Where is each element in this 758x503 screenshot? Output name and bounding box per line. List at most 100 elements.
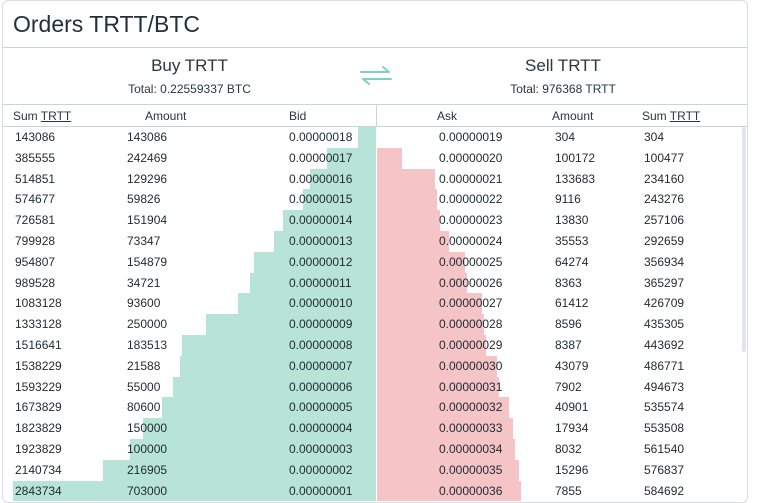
buy-sum-cell: 385555 [15, 150, 56, 165]
buy-sum-cell: 1923829 [15, 442, 62, 456]
sell-sum-header[interactable]: Sum TRTT [642, 109, 700, 123]
bid-price-cell: 0.00000015 [289, 192, 353, 207]
order-row[interactable]: 2843734 703000 0.00000001 0.00000036 7855 584… [3, 480, 747, 502]
order-row[interactable]: 726581 151904 0.00000014 0.00000023 13830 257… [3, 210, 747, 231]
sell-sum-cell: 243276 [644, 192, 685, 207]
buy-total: Total: 0.22559337 BTC [128, 82, 251, 96]
buy-depth-bar [358, 127, 376, 148]
sell-sum-cell: 365297 [644, 275, 685, 290]
sell-amount-cell: 61412 [555, 296, 589, 311]
sell-amount-cell: 17934 [555, 421, 589, 436]
ask-price-cell: 0.00000020 [439, 150, 503, 165]
buy-sum-cell: 514851 [15, 171, 56, 186]
buy-depth-bar [182, 335, 376, 356]
order-row[interactable]: 1673829 80600 0.00000005 0.00000032 40901 535… [3, 397, 747, 419]
buy-depth-bar [13, 480, 376, 502]
buy-sum-unit-link[interactable]: TRTT [40, 109, 72, 123]
ask-price-cell: 0.00000021 [439, 171, 503, 186]
sell-depth-bar [377, 376, 499, 398]
buy-sum-cell: 1333128 [15, 317, 62, 332]
buy-depth-bar [310, 168, 376, 190]
order-row[interactable]: 1538229 21588 0.00000007 0.00000030 43079 486… [3, 355, 747, 377]
sell-sum-cell: 257106 [644, 213, 685, 228]
order-row[interactable]: 1516641 183513 0.00000008 0.00000029 8387 443… [3, 335, 747, 356]
buy-depth-bar [327, 147, 376, 169]
ask-price-cell: 0.00000035 [439, 462, 503, 477]
ask-price-cell: 0.00000028 [439, 317, 503, 332]
sell-depth-bar [377, 335, 486, 356]
bid-price-cell: 0.00000008 [289, 338, 353, 352]
buy-amount-cell: 59826 [127, 192, 161, 207]
buy-depth-bar [162, 397, 376, 419]
sell-sum-cell: 561540 [644, 442, 685, 456]
column-divider [376, 104, 377, 127]
order-row[interactable]: 1333128 250000 0.00000009 0.00000028 8596 435… [3, 314, 747, 335]
buy-sum-cell: 1538229 [15, 358, 62, 373]
ask-price-cell: 0.00000022 [439, 192, 503, 207]
sell-depth-bar [377, 147, 402, 169]
buy-sum-cell: 574677 [15, 192, 56, 207]
buy-amount-cell: 129296 [127, 171, 168, 186]
bid-price-cell: 0.00000011 [289, 275, 352, 290]
buy-amount-cell: 216905 [127, 462, 168, 477]
order-row[interactable]: 514851 129296 0.00000016 0.00000021 133683 23… [3, 168, 747, 190]
order-row[interactable]: 954807 154879 0.00000012 0.00000025 64274 356… [3, 251, 747, 273]
sell-sum-cell: 356934 [644, 254, 685, 269]
order-row[interactable]: 385555 242469 0.00000017 0.00000020 100172 10… [3, 147, 747, 169]
buy-amount-cell: 93600 [127, 296, 161, 311]
buy-depth-bar [250, 272, 376, 294]
ask-price-cell: 0.00000026 [439, 275, 503, 290]
bid-price-cell: 0.00000013 [289, 234, 353, 248]
sell-amount-cell: 8387 [555, 338, 582, 352]
sell-depth-bar [377, 397, 509, 419]
buy-amount-cell: 151904 [127, 213, 168, 228]
buy-sum-cell: 1593229 [15, 379, 62, 394]
bid-price-cell: 0.00000010 [289, 296, 353, 311]
order-row[interactable]: 143086 143086 0.00000018 0.00000019 304 304 [3, 127, 747, 148]
title-bar: Orders TRTT/BTC [3, 1, 747, 48]
order-row[interactable]: 989528 34721 0.00000011 0.00000026 8363 36529… [3, 272, 747, 294]
ask-price-cell: 0.00000025 [439, 254, 503, 269]
buy-sum-cell: 1516641 [15, 338, 62, 352]
sell-depth-bar [377, 314, 484, 335]
buy-amount-cell: 154879 [127, 254, 168, 269]
order-row[interactable]: 1823829 150000 0.00000004 0.00000033 17934 55… [3, 418, 747, 439]
sell-sum-cell: 584692 [644, 483, 685, 498]
order-row[interactable]: 2140734 216905 0.00000002 0.00000035 15296 57… [3, 459, 747, 481]
sell-amount-cell: 7902 [555, 379, 582, 394]
sell-depth-bar [377, 293, 482, 315]
sell-sum-cell: 486771 [644, 358, 685, 373]
sell-sum-cell: 494673 [644, 379, 685, 394]
bid-price-cell: 0.00000014 [289, 213, 353, 228]
swap-arrows-icon[interactable] [358, 65, 394, 85]
buy-amount-cell: 143086 [127, 130, 168, 144]
order-row[interactable]: 1593229 55000 0.00000006 0.00000031 7902 4946… [3, 376, 747, 398]
sell-depth-bar [377, 231, 449, 252]
sell-amount-cell: 9116 [555, 192, 581, 207]
sell-depth-bar [377, 439, 515, 460]
sell-depth-bar [377, 459, 519, 481]
sell-amount-header: Amount [552, 109, 594, 123]
buy-sum-cell: 2843734 [15, 483, 62, 498]
buy-sum-cell: 143086 [15, 130, 56, 144]
bid-price-cell: 0.00000017 [289, 150, 353, 165]
bid-price-cell: 0.00000007 [289, 358, 353, 373]
buy-amount-cell: 183513 [127, 338, 168, 352]
buy-depth-bar [206, 314, 376, 335]
ask-price-cell: 0.00000032 [439, 400, 503, 415]
order-row[interactable]: 1083128 93600 0.00000010 0.00000027 61412 426… [3, 293, 747, 315]
order-row[interactable]: 799928 73347 0.00000013 0.00000024 35553 2926… [3, 231, 747, 252]
buy-depth-bar [254, 251, 376, 273]
ask-price-cell: 0.00000030 [439, 358, 503, 373]
sell-amount-cell: 7855 [555, 483, 582, 498]
order-row[interactable]: 574677 59826 0.00000015 0.00000022 9116 24327… [3, 189, 747, 211]
sell-depth-bar [377, 418, 513, 439]
buy-amount-cell: 34721 [127, 275, 161, 290]
sell-sum-unit-link[interactable]: TRTT [669, 109, 701, 123]
buy-heading: Buy TRTT [151, 56, 228, 75]
scrollbar[interactable] [742, 127, 746, 352]
order-row[interactable]: 1923829 100000 0.00000003 0.00000034 8032 561… [3, 439, 747, 460]
buy-depth-bar [238, 293, 376, 315]
buy-sum-header[interactable]: Sum TRTT [13, 109, 71, 123]
